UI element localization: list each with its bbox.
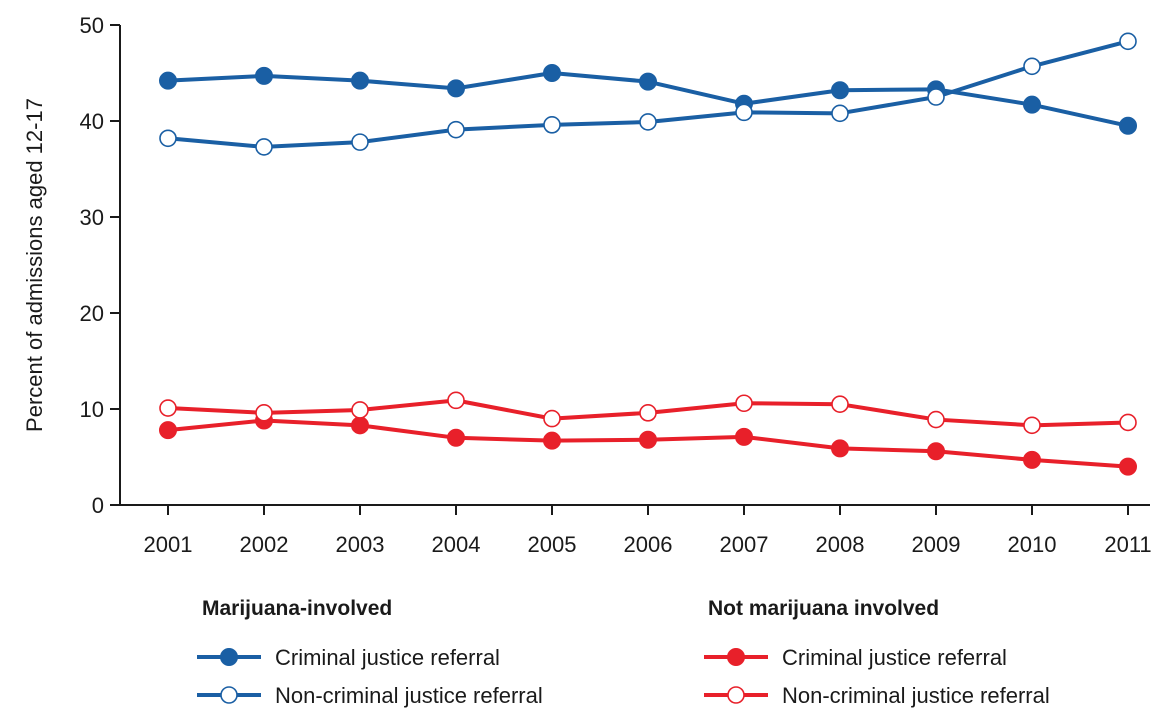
y-tick-label: 40 (80, 109, 104, 134)
data-point (831, 395, 849, 414)
data-point (639, 404, 657, 422)
data-point (447, 120, 465, 139)
legend-item: Non-criminal justice referral (704, 683, 1050, 708)
x-tick-label: 2003 (336, 532, 385, 557)
series-1-open (159, 391, 1137, 435)
legend-marker (727, 686, 745, 704)
data-point (1023, 416, 1041, 435)
data-point (543, 64, 561, 82)
legend-marker (727, 648, 745, 666)
series-0-filled (159, 64, 1137, 135)
data-point (831, 439, 849, 458)
legend-marker (220, 648, 238, 666)
data-point (831, 81, 849, 100)
data-point (543, 409, 561, 428)
data-point (543, 431, 561, 450)
data-point (639, 72, 657, 91)
x-tick-label: 2011 (1104, 532, 1151, 557)
data-point (1023, 57, 1041, 76)
x-tick-label: 2007 (720, 532, 769, 557)
data-point (639, 113, 657, 131)
legend-group-title: Not marijuana involved (708, 597, 939, 620)
data-point (927, 442, 945, 461)
x-tick-label: 2001 (144, 532, 193, 557)
legend-label: Criminal justice referral (782, 645, 1007, 670)
y-tick-label: 50 (80, 13, 104, 38)
data-point (351, 71, 369, 90)
series-0-open (159, 32, 1137, 156)
data-point (447, 79, 465, 98)
data-point (447, 428, 465, 447)
data-point (735, 394, 753, 413)
series-1-filled (159, 411, 1137, 476)
data-point (1119, 457, 1137, 476)
data-point (1119, 413, 1137, 432)
data-point (159, 71, 177, 90)
data-point (735, 427, 753, 446)
data-point (1023, 450, 1041, 469)
data-point (255, 138, 273, 156)
x-tick-label: 2004 (432, 532, 481, 557)
data-point (447, 391, 465, 410)
data-point (159, 129, 177, 148)
data-point (159, 421, 177, 440)
y-tick-label: 10 (80, 397, 104, 422)
plot-area (159, 32, 1137, 476)
legend-label: Criminal justice referral (275, 645, 500, 670)
data-point (159, 399, 177, 417)
x-tick-label: 2009 (912, 532, 961, 557)
legend-label: Non-criminal justice referral (782, 683, 1050, 708)
x-axis: 2001 2002 2003 2004 2005 2006 2007 2008 2009 2010… (120, 504, 1152, 557)
data-point (255, 66, 273, 85)
x-tick-label: 2002 (240, 532, 289, 557)
data-point (1023, 95, 1041, 114)
x-tick-label: 2008 (816, 532, 865, 557)
legend-item: Criminal justice referral (197, 645, 500, 670)
series-line (167, 39, 1129, 149)
x-tick-label: 2010 (1008, 532, 1057, 557)
data-point (735, 103, 753, 122)
legend-label: Non-criminal justice referral (275, 683, 543, 708)
data-point (639, 430, 657, 449)
data-point (351, 416, 369, 435)
data-point (255, 404, 273, 422)
legend-group-title: Marijuana-involved (202, 597, 392, 620)
y-tick-label: 20 (80, 301, 104, 326)
legend-item: Criminal justice referral (704, 645, 1007, 670)
y-tick-label: 30 (80, 205, 104, 230)
legend: Marijuana-involved Not marijuana involve… (197, 597, 1050, 708)
data-point (351, 401, 369, 419)
data-point (1119, 32, 1137, 51)
x-tick-label: 2005 (528, 532, 577, 557)
y-axis: 0 10 20 30 40 50 (80, 13, 121, 518)
data-point (1119, 116, 1137, 135)
data-point (351, 133, 369, 151)
data-point (927, 410, 945, 429)
legend-marker (220, 686, 238, 704)
y-axis-title: Percent of admissions aged 12-17 (22, 98, 47, 432)
data-point (927, 88, 945, 106)
legend-item: Non-criminal justice referral (197, 683, 543, 708)
x-tick-label: 2006 (624, 532, 673, 557)
y-tick-label: 0 (92, 493, 104, 518)
data-point (543, 116, 561, 134)
data-point (831, 104, 849, 123)
